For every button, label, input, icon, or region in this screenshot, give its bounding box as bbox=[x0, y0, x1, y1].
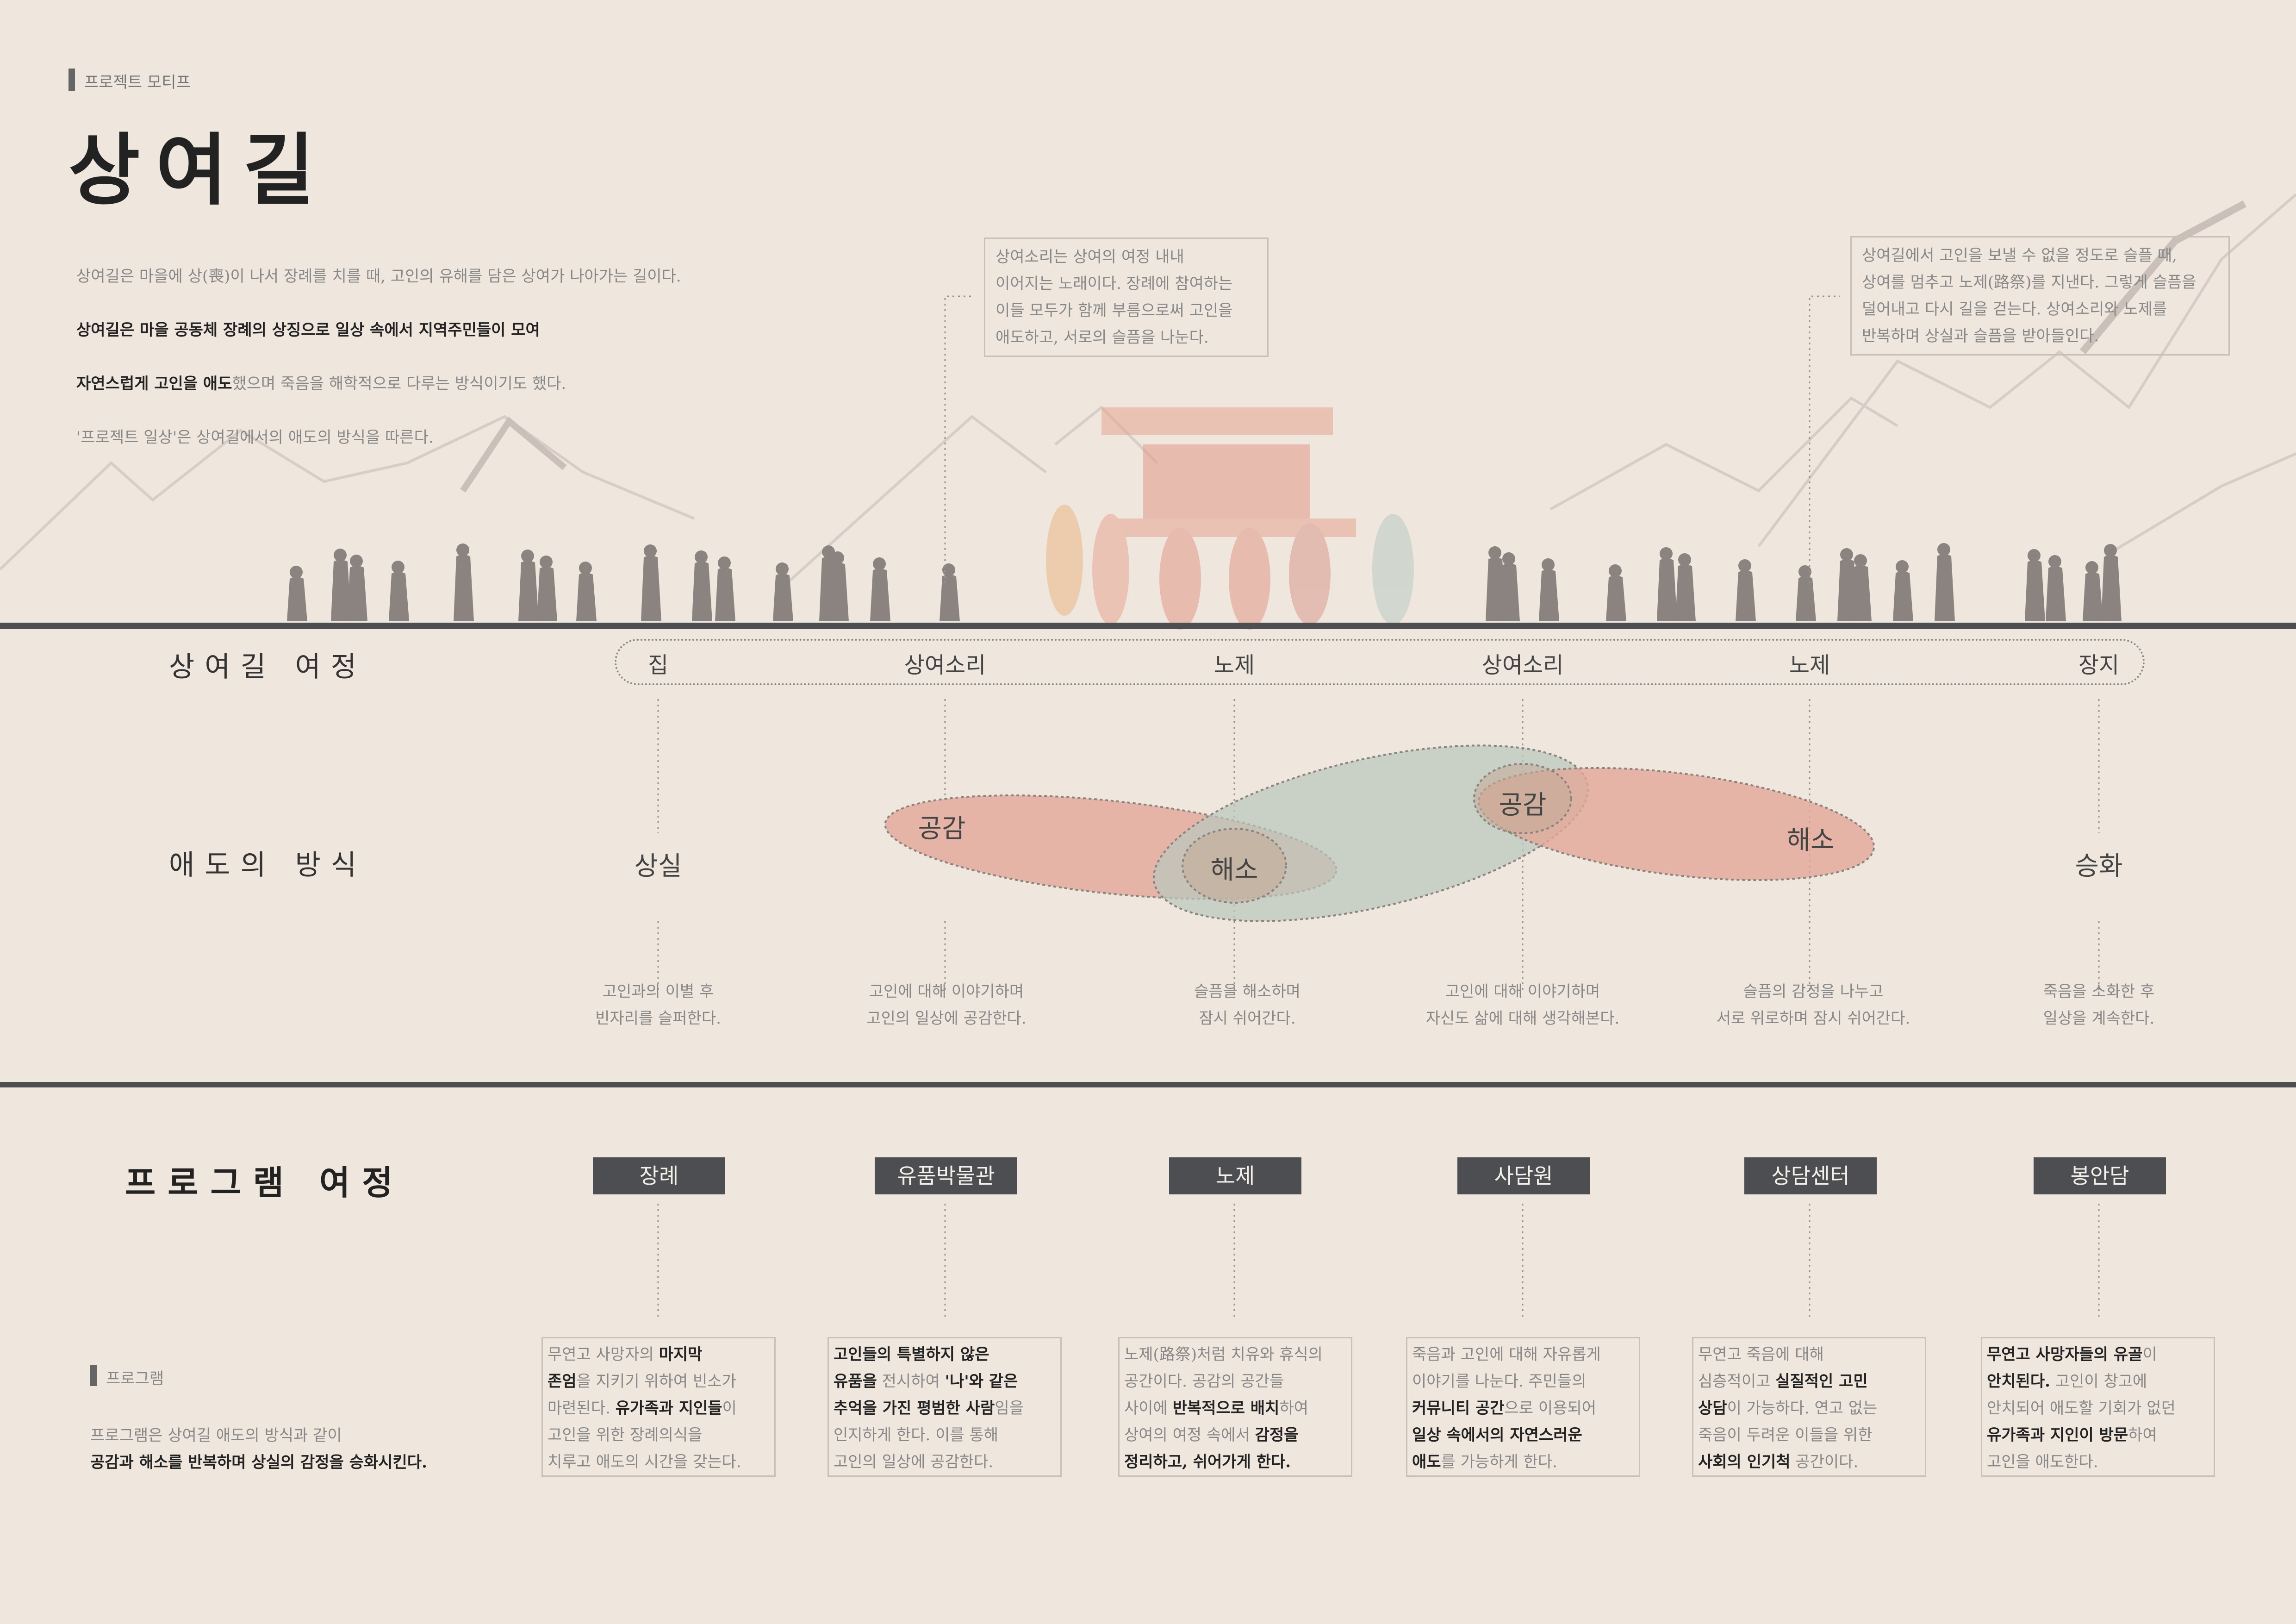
mourner-figure bbox=[537, 556, 557, 621]
mourner-figure bbox=[773, 562, 793, 621]
mourner-figure bbox=[1796, 565, 1816, 621]
card-columbarium: 무연고 사망자들의 유골이 안치된다. 고인이 창고에 안치되어 애도할 기회가… bbox=[1981, 1337, 2215, 1477]
mourner-figure bbox=[1675, 553, 1696, 621]
mourner-figure bbox=[1500, 552, 1520, 621]
overlap-2 bbox=[1473, 763, 1572, 834]
section-tag: 프로젝트 모티프 bbox=[68, 69, 191, 92]
row-label-journey: 상여길 여정 bbox=[169, 651, 367, 683]
mourner-figure bbox=[692, 550, 712, 621]
mourner-figure bbox=[331, 549, 351, 621]
desc-noje-2: 슬픔의 감정을 나누고 서로 위로하며 잠시 쉬어간다. bbox=[1716, 982, 1910, 1028]
mourner-figure bbox=[2025, 549, 2045, 621]
method-relief-2: 해소 bbox=[1786, 825, 1835, 856]
mourner-figure bbox=[1736, 559, 1756, 621]
intro-line-4: '프로젝트 일상'은 상여길에서의 애도의 방식을 따른다. bbox=[76, 428, 434, 447]
intro-text: 상여길은 마을에 상(喪)이 나서 장례를 치를 때, 고인의 유해를 담은 상… bbox=[76, 236, 681, 478]
note-noje: 상여길에서 고인을 보낼 수 없을 정도로 슬플 때, 상여를 멈추고 노제(路… bbox=[1850, 236, 2230, 356]
mourner-figure bbox=[518, 550, 539, 621]
page-title: 상여길 bbox=[68, 124, 330, 216]
desc-sangyeosori-1: 고인에 대해 이야기하며 고인의 일상에 공감한다. bbox=[866, 982, 1027, 1028]
desc-sangyeosori-2: 고인에 대해 이야기하며 자신도 삶에 대해 생각해본다. bbox=[1425, 982, 1620, 1028]
intro-line-1: 상여길은 마을에 상(喪)이 나서 장례를 치를 때, 고인의 유해를 담은 상… bbox=[76, 267, 681, 286]
procession-figures bbox=[287, 543, 2122, 621]
desc-burial-site: 죽음을 소화한 후 일상을 계속한다. bbox=[2043, 982, 2155, 1028]
mourner-figure bbox=[2083, 561, 2103, 621]
mourner-figure bbox=[576, 562, 597, 621]
mourner-figure bbox=[870, 557, 890, 621]
program-noje: 노제 bbox=[1169, 1157, 1301, 1194]
card-belongings-museum: 고인들의 특별하지 않은 유품을 전시하여 '나'와 같은 추억을 가진 평범한… bbox=[828, 1337, 1062, 1477]
stop-sangyeosori-2: 상여소리 bbox=[1481, 652, 1564, 678]
mourner-figure bbox=[389, 561, 409, 621]
mourner-figure bbox=[2046, 555, 2066, 621]
stop-noje-2: 노제 bbox=[1789, 652, 1830, 678]
method-loss: 상실 bbox=[634, 851, 682, 881]
method-relief-1: 해소 bbox=[1210, 855, 1258, 885]
program-funeral: 장례 bbox=[593, 1157, 725, 1194]
card-noje: 노제(路祭)처럼 치유와 휴식의 공간이다. 공감의 공간들 사이에 반복적으로… bbox=[1118, 1337, 1352, 1477]
card-funeral: 무연고 사망자의 마지막 존엄을 지키기 위하여 빈소가 마련된다. 유가족과 … bbox=[541, 1337, 776, 1477]
divider-top bbox=[0, 623, 2296, 629]
method-empathy-2: 공감 bbox=[1499, 790, 1547, 820]
row-label-program: 프로그램 여정 bbox=[125, 1163, 405, 1202]
overlap-1 bbox=[1182, 828, 1287, 904]
divider-middle bbox=[0, 1082, 2296, 1087]
mourner-figure bbox=[641, 544, 661, 621]
method-empathy-1: 공감 bbox=[918, 814, 966, 844]
card-sadamwon: 죽음과 고인에 대해 자유롭게 이야기를 나눈다. 주민들의 커뮤니티 공간으로… bbox=[1406, 1337, 1640, 1477]
program-counseling-center: 상담센터 bbox=[1744, 1157, 1877, 1194]
mourner-figure bbox=[2101, 544, 2122, 621]
stop-burial-site: 장지 bbox=[2078, 652, 2120, 678]
desc-noje-1: 슬픔을 해소하며 잠시 쉬어간다. bbox=[1194, 982, 1300, 1028]
mourner-figure bbox=[1893, 560, 1913, 621]
mourner-figure bbox=[454, 543, 474, 621]
method-ellipses bbox=[884, 744, 1875, 922]
mourner-figure bbox=[940, 563, 960, 621]
mourner-figure bbox=[347, 555, 367, 621]
program-sadamwon: 사담원 bbox=[1457, 1157, 1590, 1194]
mourner-figure bbox=[1606, 564, 1626, 621]
card-counseling-center: 무연고 죽음에 대해 심층적이고 실질적인 고민 상담이 가능하다. 연고 없는… bbox=[1692, 1337, 1926, 1477]
journey-track bbox=[615, 639, 2145, 685]
mourner-figure bbox=[715, 556, 735, 621]
note-sangyeosori: 상여소리는 상여의 여정 내내 이어지는 노래이다. 장례에 참여하는 이들 모… bbox=[984, 237, 1269, 357]
stop-noje-1: 노제 bbox=[1213, 652, 1255, 678]
intro-line-3: 자연스럽게 고인을 애도했으며 죽음을 해학적으로 다루는 방식이기도 했다. bbox=[76, 375, 566, 393]
program-belongings-museum: 유품박물관 bbox=[875, 1157, 1017, 1194]
mountain-sketch bbox=[0, 193, 2296, 585]
row-label-method: 애도의 방식 bbox=[169, 849, 367, 881]
mourner-figure bbox=[1851, 554, 1872, 621]
mourner-figure bbox=[1935, 543, 1955, 621]
method-sublimation: 승화 bbox=[2075, 851, 2123, 881]
stop-sangyeosori-1: 상여소리 bbox=[904, 652, 986, 678]
mourner-figure bbox=[287, 566, 307, 621]
program-section-tag: 프로그램 bbox=[90, 1365, 164, 1388]
mourner-figure bbox=[1657, 547, 1677, 621]
mourner-figure bbox=[828, 551, 849, 621]
program-columbarium: 봉안담 bbox=[2034, 1157, 2166, 1194]
stop-home: 집 bbox=[647, 652, 669, 678]
program-section-text: 프로그램은 상여길 애도의 방식과 같이 공감과 해소를 반복하며 상실의 감정… bbox=[90, 1426, 427, 1472]
intro-line-2: 상여길은 마을 공동체 장례의 상징으로 일상 속에서 지역주민들이 모여 bbox=[76, 321, 540, 339]
mourner-figure bbox=[1539, 558, 1559, 621]
bier-illustration bbox=[1046, 407, 1414, 630]
desc-home: 고인과의 이별 후 빈자리를 슬퍼한다. bbox=[595, 982, 721, 1028]
